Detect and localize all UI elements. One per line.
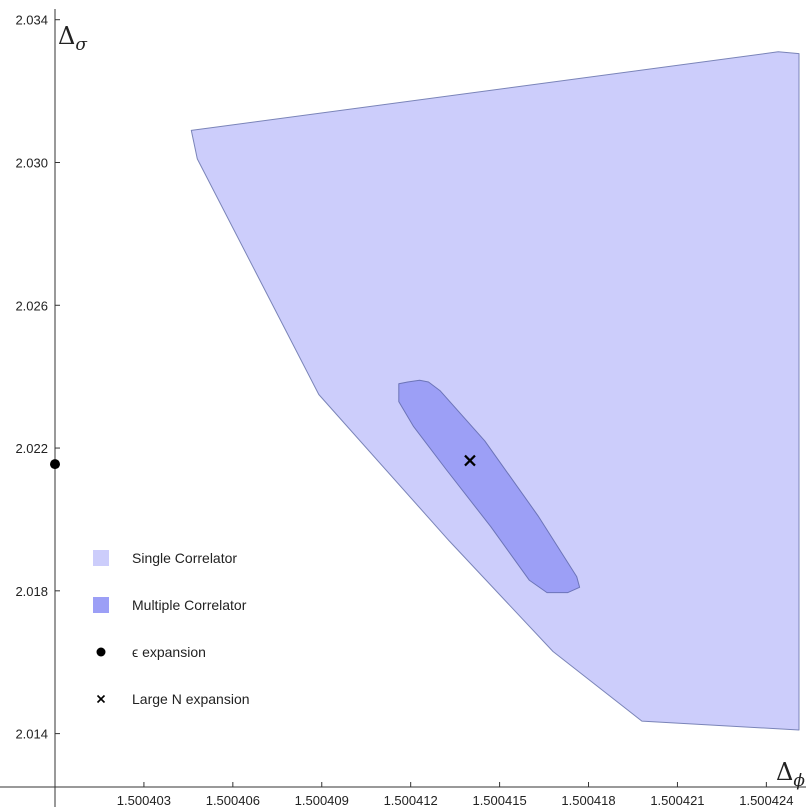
region-multiple-correlator <box>398 379 581 594</box>
legend-entry: Single Correlator <box>93 550 237 566</box>
legend-label: Single Correlator <box>132 550 237 566</box>
legend: Single Correlator Multiple Correlator ϵ ex… <box>93 550 250 707</box>
x-tick-label: 1.500406 <box>206 793 260 807</box>
x-axis-title: Δϕ <box>776 758 805 791</box>
y-tick-label: 2.026 <box>15 298 48 313</box>
legend-label: Multiple Correlator <box>132 597 247 613</box>
x-tick-label: 1.500415 <box>472 793 526 807</box>
x-tick-label: 1.500412 <box>384 793 438 807</box>
epsilon-expansion-point <box>50 459 60 470</box>
y-tick-label: 2.022 <box>15 441 48 456</box>
legend-label: Large N expansion <box>132 691 250 707</box>
large-n-expansion-point <box>464 454 476 467</box>
y-axis-title-base: Δ <box>58 22 75 50</box>
region-single-correlator <box>190 51 800 731</box>
legend-dot-icon <box>96 647 106 657</box>
ticks-layer: 1.500403 1.500406 1.500409 1.500412 1.500415… <box>15 13 793 807</box>
markers-layer <box>50 454 476 470</box>
y-axis-title: Δσ <box>58 22 87 55</box>
legend-swatch <box>93 550 109 566</box>
x-tick-label: 1.500409 <box>295 793 349 807</box>
x-tick-label: 1.500421 <box>650 793 704 807</box>
axes-layer <box>0 9 806 807</box>
legend-cross-icon <box>96 694 106 704</box>
legend-entry: Large N expansion <box>96 691 250 707</box>
y-tick-label: 2.034 <box>15 13 48 28</box>
x-axis-title-sub: ϕ <box>793 771 805 791</box>
y-tick-label: 2.014 <box>15 727 48 742</box>
x-tick-label: 1.500418 <box>561 793 615 807</box>
x-tick-label: 1.500403 <box>117 793 171 807</box>
y-tick-label: 2.030 <box>15 155 48 170</box>
legend-entry: Multiple Correlator <box>93 597 247 613</box>
y-axis-title-sub: σ <box>75 35 87 55</box>
x-tick-label: 1.500424 <box>739 793 793 807</box>
y-tick-label: 2.018 <box>15 584 48 599</box>
legend-entry: ϵ expansion <box>96 644 206 660</box>
legend-label: ϵ expansion <box>132 644 206 660</box>
regions-layer <box>190 51 800 731</box>
legend-swatch <box>93 597 109 613</box>
x-axis-title-base: Δ <box>776 758 793 786</box>
